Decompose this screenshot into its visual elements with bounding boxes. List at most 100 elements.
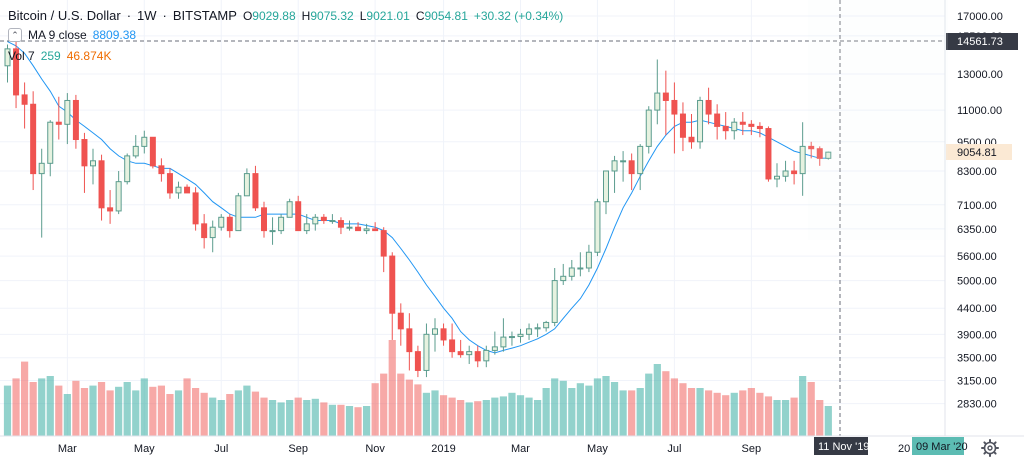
candle [303, 214, 310, 235]
volume-bar [157, 385, 165, 436]
candle-body [620, 160, 627, 163]
volume-bar [474, 401, 482, 436]
candle-body [577, 267, 584, 270]
volume-bar [816, 400, 824, 436]
volume-bar [448, 397, 456, 436]
candle [4, 44, 11, 83]
candle-body [124, 155, 131, 183]
candle-body [269, 230, 276, 233]
price-tick-label: 3900.00 [957, 329, 997, 341]
candle [115, 170, 122, 215]
price-axis[interactable] [944, 0, 1024, 436]
candle [107, 190, 114, 224]
volume-bar [542, 388, 550, 436]
candle [64, 93, 71, 145]
volume-bar [183, 378, 191, 436]
price-tick-label: 4400.00 [957, 303, 997, 315]
candle-body [594, 201, 601, 253]
candle [235, 192, 242, 232]
gear-icon[interactable] [981, 439, 999, 457]
candle-body [329, 220, 336, 223]
candle-body [397, 312, 404, 330]
candle-body [457, 351, 464, 356]
candle [389, 252, 396, 340]
candle-body [38, 162, 45, 175]
candle-body [98, 160, 105, 209]
candle-body [508, 336, 515, 339]
candle-body [551, 280, 558, 323]
volume-bar [55, 385, 63, 436]
volume-bar [106, 390, 114, 436]
collapse-chevron-icon[interactable]: ⌃ [8, 28, 22, 42]
candle-body [115, 181, 122, 212]
time-axis[interactable] [0, 435, 1024, 459]
candle [414, 345, 421, 378]
candle [645, 106, 652, 154]
volume-bar [465, 402, 473, 436]
volume-bar [824, 406, 832, 436]
candle [534, 323, 541, 338]
volume-bar [3, 385, 12, 436]
candle-body [132, 145, 139, 157]
candle-body [149, 136, 156, 167]
crosshair-date-text: 11 Nov '19 [818, 441, 869, 453]
volume-bar [337, 404, 345, 436]
volume-bar [628, 390, 636, 436]
volume-label[interactable]: Vol 7 [8, 49, 35, 63]
candle-body [560, 275, 567, 282]
symbol-name[interactable]: Bitcoin / U.S. Dollar [8, 8, 121, 23]
volume-bar [610, 382, 619, 436]
ma-legend: ⌃ MA 9 close 8809.38 [8, 28, 136, 42]
volume-bar [72, 380, 80, 436]
volume-bar [619, 390, 627, 436]
volume-bar [243, 385, 251, 436]
candle [149, 136, 156, 169]
volume-bar [294, 397, 302, 436]
volume-bar [251, 391, 260, 436]
candle [30, 91, 37, 191]
candle-body [372, 228, 379, 232]
candle-body [791, 170, 798, 175]
candle-body [449, 339, 456, 353]
symbol-legend: Bitcoin / U.S. Dollar · 1W · BITSTAMP O … [8, 8, 563, 23]
candle [722, 112, 729, 140]
candle-body [568, 267, 575, 277]
volume-bar [799, 376, 807, 436]
crosshair-price-label: 14561.73 [946, 33, 1018, 50]
ma-label[interactable]: MA 9 close [28, 28, 87, 42]
candle [278, 214, 285, 235]
candle-body [355, 226, 362, 232]
volume-bar [559, 380, 567, 436]
volume-bar [217, 400, 225, 436]
candle [269, 217, 276, 245]
volume-bar [277, 402, 285, 436]
volume-bar [756, 392, 764, 436]
candle-body [90, 160, 96, 167]
candle [329, 214, 336, 224]
candle [355, 222, 362, 232]
open-value: 9029.88 [252, 8, 296, 23]
candle [312, 214, 319, 231]
candle [774, 163, 780, 188]
candle [21, 82, 28, 129]
candle-body [491, 346, 498, 351]
candle [209, 220, 216, 253]
volume-bar [226, 394, 234, 436]
candle [47, 120, 54, 177]
candle-body [671, 99, 678, 115]
candle-body [295, 201, 302, 232]
candle [380, 227, 387, 273]
candle-body [346, 226, 353, 229]
candle-body [47, 121, 54, 164]
interval[interactable]: 1W [137, 8, 157, 23]
candle-body [184, 186, 191, 194]
candle [158, 158, 165, 182]
volume-bar [645, 373, 653, 436]
candle [466, 345, 473, 364]
candle-body [825, 151, 832, 159]
candle [474, 345, 481, 368]
candle [825, 151, 832, 160]
volume-bar [345, 406, 354, 436]
